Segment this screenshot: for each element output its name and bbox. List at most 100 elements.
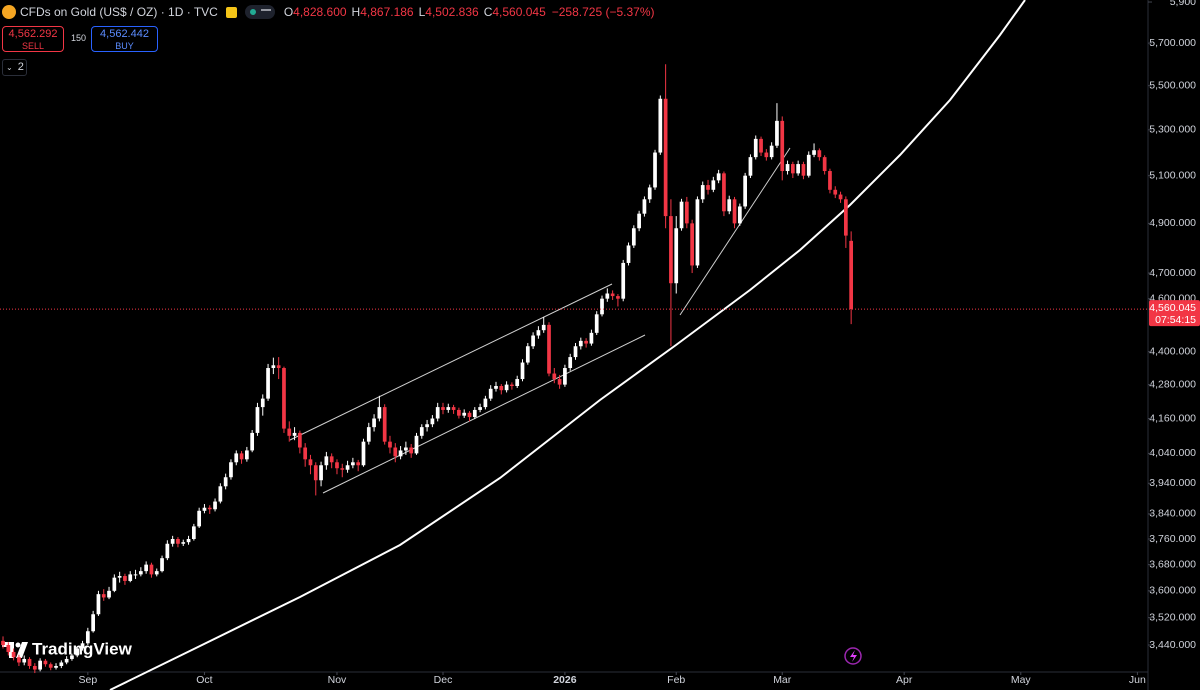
- y-tick-label: 3,600.000: [1149, 585, 1196, 597]
- candle-body: [584, 340, 588, 344]
- candle-body: [287, 428, 292, 436]
- candle-body: [27, 658, 32, 666]
- buy-price[interactable]: 4,562.442: [100, 28, 149, 40]
- candle-body: [260, 398, 265, 408]
- y-tick-label: 4,040.000: [1149, 447, 1196, 459]
- candle-body: [722, 173, 726, 212]
- change: −258.725 (−5.37%): [551, 5, 655, 19]
- candle-body: [202, 507, 207, 511]
- candle-body: [510, 384, 514, 387]
- alert-bolt[interactable]: [850, 650, 857, 662]
- candle-body: [748, 157, 753, 176]
- status-dot: [249, 9, 256, 15]
- y-tick-label: 3,440.000: [1149, 639, 1196, 651]
- y-tick-label: 3,680.000: [1149, 558, 1196, 570]
- candle-body: [292, 432, 297, 436]
- candle-body: [838, 194, 843, 200]
- candle-body: [674, 228, 679, 284]
- sell-label[interactable]: SELL: [21, 41, 45, 51]
- buy-label[interactable]: BUY: [115, 41, 134, 51]
- candle-body: [75, 648, 80, 656]
- candle-body: [637, 213, 641, 229]
- candle-body: [361, 441, 366, 466]
- candle-body: [806, 154, 811, 176]
- candle-body: [234, 453, 239, 463]
- channel-upper: [289, 283, 613, 441]
- candle-body: [255, 407, 260, 433]
- alert-icon[interactable]: [844, 647, 862, 665]
- y-tick-label: 4,280.000: [1149, 378, 1196, 390]
- candle-body: [679, 201, 684, 229]
- candle-body: [266, 368, 270, 399]
- candle-body: [91, 614, 95, 632]
- candle-body: [589, 332, 594, 344]
- candle-body: [488, 388, 493, 399]
- candle-body: [759, 138, 763, 153]
- candle-body: [197, 510, 202, 527]
- candle-body: [727, 199, 732, 212]
- y-tick-label: 4,400.000: [1149, 345, 1196, 357]
- alert-ring[interactable]: [844, 647, 862, 665]
- y-tick-label: 5,100.000: [1149, 169, 1196, 181]
- candle-body: [298, 432, 302, 448]
- x-tick-label: Jun: [1129, 674, 1146, 686]
- candle-body: [191, 526, 196, 540]
- candle-body: [457, 409, 461, 416]
- candle-body: [769, 145, 774, 158]
- candle-body: [690, 223, 694, 266]
- candle-body: [499, 386, 504, 391]
- chevron[interactable]: ⌄: [6, 63, 13, 72]
- candle-body: [828, 171, 832, 190]
- candle-body: [43, 660, 48, 665]
- y-tick-label: 3,940.000: [1149, 477, 1196, 489]
- sell-button[interactable]: 4,562.292 SELL: [2, 26, 64, 52]
- candle-body: [154, 571, 159, 575]
- x-tick-label: May: [1011, 674, 1032, 686]
- candle-body: [388, 441, 392, 448]
- candle-body: [706, 185, 710, 190]
- ohlc-key: L: [418, 5, 426, 19]
- y-tick-label: 5,700.000: [1149, 37, 1196, 49]
- ohlc-value: 4,828.600: [293, 5, 347, 19]
- flag-icon[interactable]: [225, 6, 237, 18]
- candle-body: [573, 346, 578, 358]
- candle-body: [700, 185, 705, 200]
- status-pill[interactable]: [244, 5, 275, 19]
- candle-body: [775, 120, 779, 146]
- candle-body: [107, 590, 111, 598]
- candle-body: [48, 664, 53, 668]
- x-tick-label: Mar: [773, 674, 792, 686]
- candle-body: [568, 357, 573, 369]
- candle-body: [38, 660, 42, 670]
- ohlc-value: 4,502.836: [425, 5, 479, 19]
- candle-body: [377, 407, 382, 419]
- candle-body: [170, 539, 175, 544]
- candle-body: [536, 330, 541, 336]
- candle-body: [467, 412, 472, 418]
- candle-body: [817, 150, 822, 158]
- sell-price[interactable]: 4,562.292: [8, 28, 58, 40]
- symbol[interactable]: CFDs on Gold (US$ / OZ) · 1D · TVC: [20, 5, 218, 19]
- candle-body: [594, 314, 599, 333]
- candle-body: [112, 577, 117, 591]
- indicators-toggle[interactable]: ⌄ 2: [2, 59, 27, 76]
- candle-body: [626, 245, 631, 263]
- indicator-count[interactable]: 2: [17, 61, 24, 73]
- candle-body: [653, 152, 657, 188]
- buy-button[interactable]: 4,562.442 BUY: [91, 26, 158, 52]
- candle-body: [658, 98, 663, 153]
- candle-body: [213, 501, 217, 510]
- ohlc-row: O4,828.600 H4,867.186 L4,502.836 C4,560.045: [279, 5, 546, 19]
- candle-body: [531, 335, 535, 347]
- y-tick-label: 5,500.000: [1149, 79, 1196, 91]
- x-tick-label: 2026: [553, 674, 577, 686]
- ohlc-key: H: [351, 5, 361, 19]
- candle-body: [308, 459, 313, 466]
- candle-body: [520, 362, 525, 380]
- candle-body: [356, 462, 361, 466]
- candle-body: [128, 574, 133, 581]
- candle-body: [711, 180, 716, 190]
- candle-body: [239, 453, 244, 460]
- drawings: [109, 0, 1026, 690]
- candle-body: [541, 324, 546, 331]
